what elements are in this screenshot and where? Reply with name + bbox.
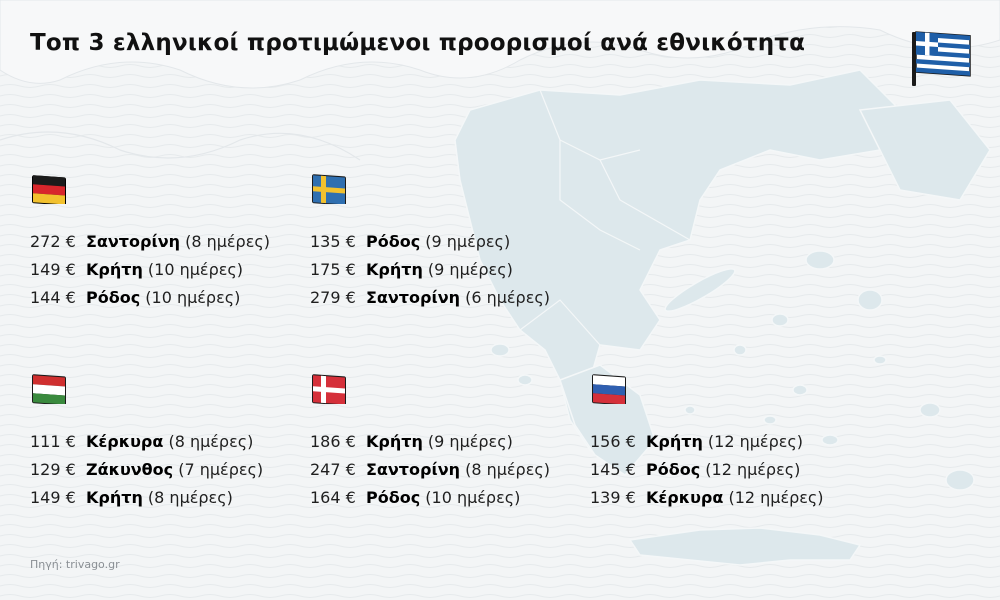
duration: (12 ημέρες) [728,488,824,507]
group-denmark: 186 € Κρήτη (9 ημέρες) 247 € Σαντορίνη (… [310,372,550,512]
destination: Ρόδος [85,288,141,307]
price: 144 € [30,288,76,307]
denmark-flag-icon [312,374,346,404]
list-item: 111 € Κέρκυρα (8 ημέρες) [30,428,263,456]
greece-map-shape [454,69,991,566]
destination: Σαντορίνη [365,460,460,479]
duration: (12 ημέρες) [707,432,804,451]
list-item: 279 € Σαντορίνη (6 ημέρες) [310,284,550,312]
price: 272 € [30,232,76,251]
price: 247 € [310,460,356,479]
list-item: 145 € Ρόδος (12 ημέρες) [590,456,824,484]
hungary-flag-icon [32,374,66,404]
destination: Σαντορίνη [85,232,180,251]
destination: Κρήτη [85,260,143,279]
list-item: 135 € Ρόδος (9 ημέρες) [310,228,550,256]
list-item: 149 € Κρήτη (8 ημέρες) [30,484,263,512]
price: 149 € [30,488,76,507]
list-item: 175 € Κρήτη (9 ημέρες) [310,256,550,284]
price: 175 € [310,260,356,279]
group-hungary: 111 € Κέρκυρα (8 ημέρες) 129 € Ζάκυνθος … [30,372,263,512]
price: 135 € [310,232,356,251]
price: 156 € [590,432,636,451]
duration: (9 ημέρες) [425,232,511,251]
price: 111 € [30,432,76,451]
price: 145 € [590,460,636,479]
list-item: 186 € Κρήτη (9 ημέρες) [310,428,550,456]
group-russia: 156 € Κρήτη (12 ημέρες) 145 € Ρόδος (12 … [590,372,824,512]
duration: (8 ημέρες) [147,488,233,507]
duration: (7 ημέρες) [178,460,264,479]
duration: (6 ημέρες) [465,288,550,307]
list-item: 247 € Σαντορίνη (8 ημέρες) [310,456,550,484]
duration: (8 ημέρες) [168,432,254,451]
price: 279 € [310,288,356,307]
destination: Κέρκυρα [85,432,164,451]
price: 129 € [30,460,76,479]
destination: Κρήτη [365,260,423,279]
destination: Κρήτη [85,488,143,507]
list-item: 144 € Ρόδος (10 ημέρες) [30,284,270,312]
price: 164 € [310,488,356,507]
destination: Ρόδος [645,460,701,479]
destination: Ρόδος [365,488,421,507]
duration: (9 ημέρες) [427,260,513,279]
duration: (12 ημέρες) [705,460,801,479]
duration: (10 ημέρες) [147,260,244,279]
destination: Κρήτη [365,432,423,451]
destination: Ρόδος [365,232,421,251]
germany-flag-icon [32,175,66,204]
destination: Κρήτη [645,432,703,451]
list-item: 149 € Κρήτη (10 ημέρες) [30,256,270,284]
duration: (10 ημέρες) [425,488,521,507]
list-item: 164 € Ρόδος (10 ημέρες) [310,484,550,512]
duration: (10 ημέρες) [145,288,241,307]
price: 139 € [590,488,636,507]
group-germany: 272 € Σαντορίνη (8 ημέρες) 149 € Κρήτη (… [30,172,270,312]
russia-flag-icon [592,374,626,404]
list-item: 156 € Κρήτη (12 ημέρες) [590,428,824,456]
list-item: 129 € Ζάκυνθος (7 ημέρες) [30,456,263,484]
list-item: 139 € Κέρκυρα (12 ημέρες) [590,484,824,512]
duration: (9 ημέρες) [427,432,513,451]
sweden-flag-icon [312,174,346,204]
duration: (8 ημέρες) [465,460,550,479]
page-title: Τοπ 3 ελληνικοί προτιμώμενοι προορισμοί … [30,30,806,56]
price: 149 € [30,260,76,279]
duration: (8 ημέρες) [185,232,270,251]
greece-flag-icon [912,31,971,86]
price: 186 € [310,432,356,451]
destination: Κέρκυρα [645,488,724,507]
list-item: 272 € Σαντορίνη (8 ημέρες) [30,228,270,256]
destination: Ζάκυνθος [85,460,174,479]
group-sweden: 135 € Ρόδος (9 ημέρες) 175 € Κρήτη (9 ημ… [310,172,550,312]
destination: Σαντορίνη [365,288,460,307]
source-note: Πηγή: trivago.gr [30,558,120,571]
